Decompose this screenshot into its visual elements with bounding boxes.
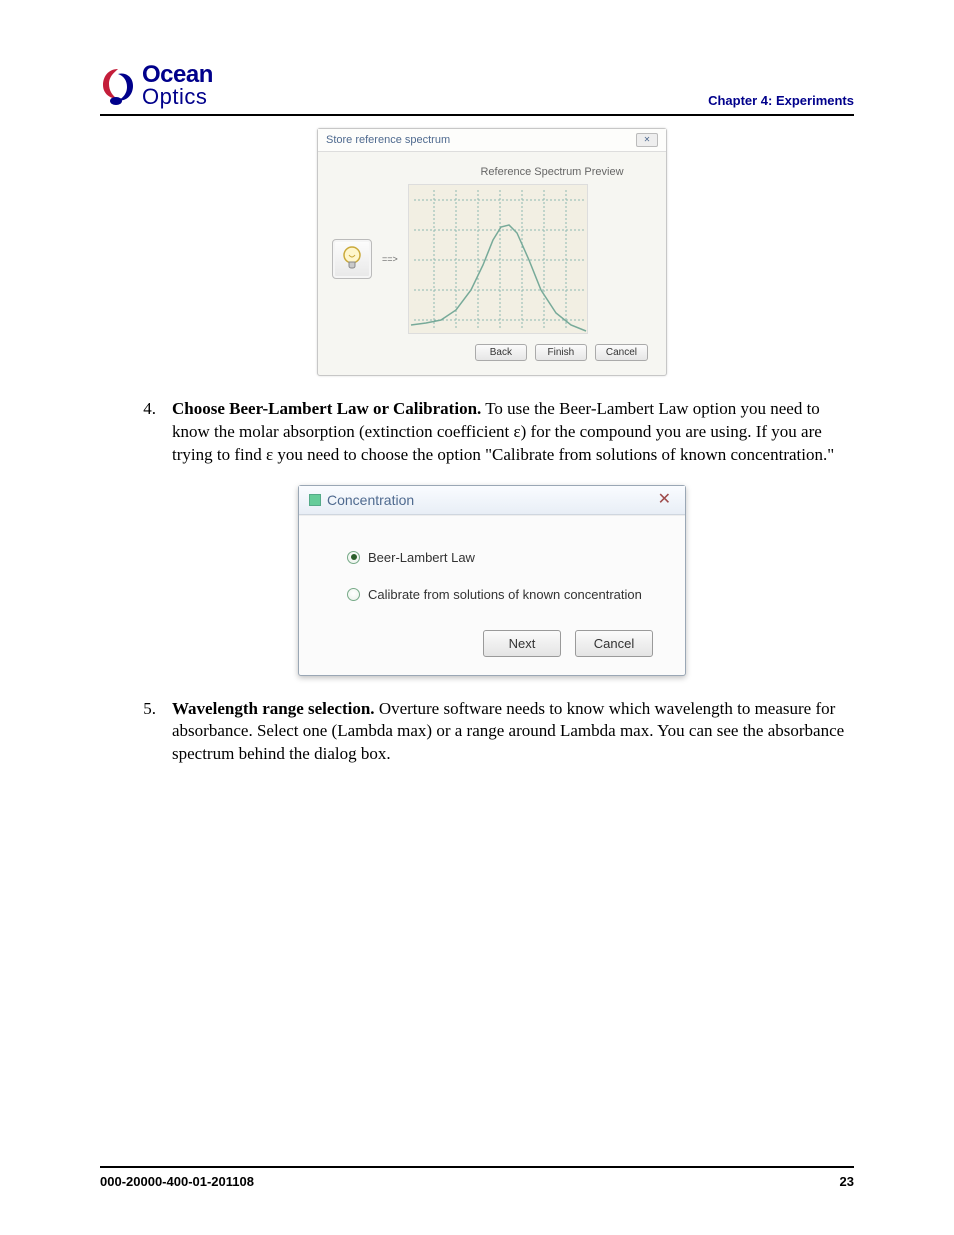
radio-calibrate-label: Calibrate from solutions of known concen…	[368, 587, 642, 602]
header: Ocean Optics Chapter 4: Experiments	[100, 64, 854, 116]
concentration-dialog-body: Beer-Lambert Law Calibrate from solution…	[299, 515, 685, 675]
reference-dialog-buttons: Back Finish Cancel	[332, 334, 652, 363]
radio-beer-lambert[interactable]: Beer-Lambert Law	[347, 550, 655, 565]
close-icon[interactable]: ✕	[636, 133, 658, 147]
footer: 000-20000-400-01-201108 23	[100, 1166, 854, 1189]
logo-bot: Optics	[142, 87, 213, 108]
step-4-bold: Choose Beer-Lambert Law or Calibration.	[172, 399, 481, 418]
arrow-label: ==>	[382, 254, 398, 264]
reference-dialog-body: Reference Spectrum Preview ==>	[318, 152, 666, 375]
logo: Ocean Optics	[100, 64, 213, 108]
dialog-app-icon	[309, 494, 321, 506]
chart-grid	[414, 190, 584, 330]
back-button[interactable]: Back	[475, 344, 527, 361]
reference-dialog-title: Store reference spectrum	[326, 134, 450, 146]
preview-label: Reference Spectrum Preview	[332, 166, 652, 178]
concentration-dialog-titlebar: Concentration ✕	[299, 486, 685, 515]
page: Ocean Optics Chapter 4: Experiments Stor…	[0, 0, 954, 1235]
spectrum-chart	[408, 184, 588, 334]
radio-calibrate[interactable]: Calibrate from solutions of known concen…	[347, 587, 655, 602]
footer-page-number: 23	[840, 1174, 854, 1189]
step-5-body: Wavelength range selection. Overture sof…	[172, 698, 854, 767]
figure-concentration-dialog: Concentration ✕ Beer-Lambert Law Calibra…	[130, 485, 854, 676]
cancel-button[interactable]: Cancel	[575, 630, 653, 657]
concentration-dialog: Concentration ✕ Beer-Lambert Law Calibra…	[298, 485, 686, 676]
step-4-body: Choose Beer-Lambert Law or Calibration. …	[172, 398, 854, 467]
spectrum-curve	[411, 225, 586, 331]
reference-dialog-titlebar: Store reference spectrum ✕	[318, 129, 666, 152]
step-5: 5. Wavelength range selection. Overture …	[130, 698, 854, 767]
concentration-dialog-title: Concentration	[327, 492, 414, 508]
capture-reference-button[interactable]	[332, 239, 372, 279]
step-4-number: 4.	[130, 398, 156, 467]
close-icon[interactable]: ✕	[654, 492, 675, 508]
radio-icon	[347, 588, 360, 601]
cancel-button[interactable]: Cancel	[595, 344, 648, 361]
logo-swirl-icon	[100, 66, 136, 106]
reference-dialog: Store reference spectrum ✕ Reference Spe…	[317, 128, 667, 376]
content: Store reference spectrum ✕ Reference Spe…	[100, 128, 854, 767]
figure-reference-dialog: Store reference spectrum ✕ Reference Spe…	[130, 128, 854, 376]
reference-dialog-row: ==>	[332, 184, 652, 334]
radio-icon	[347, 551, 360, 564]
finish-button[interactable]: Finish	[535, 344, 587, 361]
concentration-dialog-buttons: Next Cancel	[347, 624, 655, 659]
footer-doc-id: 000-20000-400-01-201108	[100, 1174, 254, 1189]
chapter-label: Chapter 4: Experiments	[708, 93, 854, 108]
next-button[interactable]: Next	[483, 630, 561, 657]
step-5-bold: Wavelength range selection.	[172, 699, 375, 718]
step-5-number: 5.	[130, 698, 156, 767]
logo-text: Ocean Optics	[142, 64, 213, 108]
lightbulb-icon	[341, 246, 363, 272]
step-4: 4. Choose Beer-Lambert Law or Calibratio…	[130, 398, 854, 467]
radio-beer-lambert-label: Beer-Lambert Law	[368, 550, 475, 565]
